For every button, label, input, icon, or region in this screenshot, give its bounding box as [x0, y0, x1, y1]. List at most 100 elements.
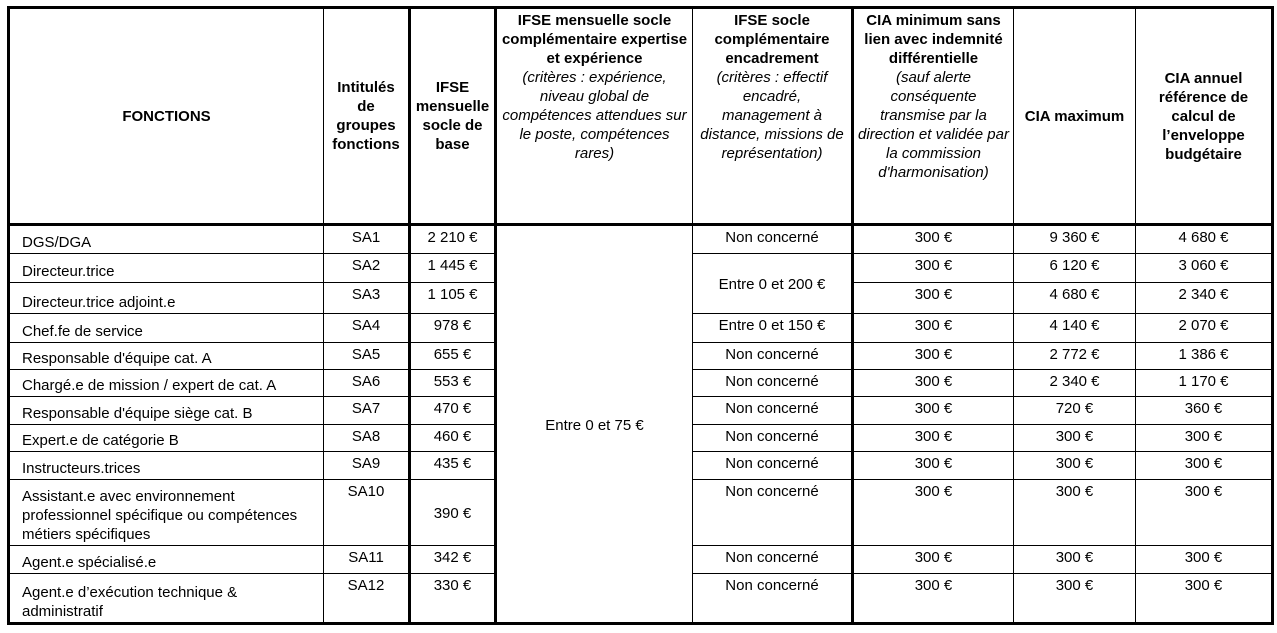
- table-row: Directeur.trice adjoint.e SA3 1 105 € 300 €…: [8, 282, 1273, 314]
- header-title: IFSE mensuelle socle de base: [415, 79, 490, 153]
- header-ifse-encadrement: IFSE socle complémentaire encadrement (cr…: [692, 7, 854, 226]
- cell-groupe: SA3: [323, 282, 410, 314]
- cell-cia-max: 300 €: [1013, 451, 1136, 480]
- cell-groupe: SA11: [323, 545, 410, 574]
- cell-ifse-encadrement: Non concerné: [692, 573, 854, 624]
- cell-cia-ref: 2 070 €: [1135, 313, 1273, 343]
- cell-cia-ref: 4 680 €: [1135, 224, 1273, 254]
- cell-fonction: Directeur.trice: [8, 253, 324, 283]
- table-row: Agent.e spécialisé.e SA11 342 € Non concern…: [8, 545, 1273, 574]
- cell-ifse-encadrement: Entre 0 et 150 €: [692, 313, 854, 343]
- ifse-cia-table: FONCTIONS Intitulés de groupes fonctions…: [7, 6, 1274, 625]
- header-title: Intitulés de groupes fonctions: [332, 79, 400, 153]
- header-row: FONCTIONS Intitulés de groupes fonctions…: [8, 7, 1273, 226]
- cell-cia-ref: 360 €: [1135, 396, 1273, 425]
- header-note: (sauf alerte conséquente transmise par l…: [858, 69, 1009, 181]
- header-note: (critères : effectif encadré, management…: [700, 69, 844, 162]
- cell-ifse-base: 330 €: [408, 573, 497, 624]
- cell-groupe: SA8: [323, 424, 410, 452]
- table-row: Responsable d'équipe cat. A SA5 655 € Non c…: [8, 342, 1273, 370]
- cell-fonction: Assistant.e avec environnement professio…: [8, 479, 324, 546]
- cell-groupe: SA6: [323, 369, 410, 397]
- cell-ifse-encadrement: Non concerné: [692, 369, 854, 397]
- cell-fonction: Responsable d'équipe cat. A: [8, 342, 324, 370]
- cell-ifse-encadrement: Non concerné: [692, 545, 854, 574]
- cell-cia-max: 300 €: [1013, 424, 1136, 452]
- cell-groupe: SA10: [323, 479, 410, 546]
- cell-cia-max: 300 €: [1013, 479, 1136, 546]
- cell-ifse-encadrement: Non concerné: [692, 396, 854, 425]
- cell-ifse-expertise: Entre 0 et 75 €: [495, 224, 693, 624]
- cell-ifse-encadrement: Non concerné: [692, 451, 854, 480]
- cell-ifse-base: 470 €: [408, 396, 497, 425]
- header-groupes: Intitulés de groupes fonctions: [323, 7, 410, 226]
- cell-cia-ref: 300 €: [1135, 573, 1273, 624]
- cell-ifse-encadrement: Entre 0 et 200 €: [692, 253, 854, 314]
- cell-groupe: SA4: [323, 313, 410, 343]
- cell-groupe: SA1: [323, 224, 410, 254]
- cell-cia-max: 2 340 €: [1013, 369, 1136, 397]
- cell-groupe: SA5: [323, 342, 410, 370]
- cell-cia-min: 300 €: [852, 342, 1014, 370]
- cell-groupe: SA12: [323, 573, 410, 624]
- table-row: Chef.fe de service SA4 978 € Entre 0 et 150…: [8, 313, 1273, 343]
- table-row: Expert.e de catégorie B SA8 460 € Non conce…: [8, 424, 1273, 452]
- cell-fonction: Chef.fe de service: [8, 313, 324, 343]
- table-row: Chargé.e de mission / expert de cat. A SA…: [8, 369, 1273, 397]
- cell-ifse-base: 460 €: [408, 424, 497, 452]
- cell-ifse-encadrement: Non concerné: [692, 224, 854, 254]
- header-title: CIA annuel référence de calcul de l’enve…: [1158, 69, 1249, 163]
- header-cia-max: CIA maximum: [1013, 7, 1136, 226]
- table-row: Agent.e d’exécution technique & administ…: [8, 573, 1273, 624]
- cell-cia-min: 300 €: [852, 573, 1014, 624]
- cell-ifse-base: 655 €: [408, 342, 497, 370]
- cell-cia-ref: 2 340 €: [1135, 282, 1273, 314]
- header-title: IFSE mensuelle socle complémentaire expe…: [501, 12, 688, 67]
- header-title: IFSE socle complémentaire encadrement: [714, 12, 830, 67]
- cell-ifse-encadrement: Non concerné: [692, 479, 854, 546]
- cell-fonction: Instructeurs.trices: [8, 451, 324, 480]
- header-title: CIA maximum: [1024, 107, 1125, 125]
- cell-fonction: Directeur.trice adjoint.e: [8, 282, 324, 314]
- cell-cia-min: 300 €: [852, 282, 1014, 314]
- cell-groupe: SA7: [323, 396, 410, 425]
- cell-cia-ref: 300 €: [1135, 545, 1273, 574]
- table-body: DGS/DGA SA1 2 210 € Entre 0 et 75 € Non conc…: [8, 224, 1273, 624]
- header-fonctions: FONCTIONS: [8, 7, 324, 226]
- cell-cia-min: 300 €: [852, 369, 1014, 397]
- cell-cia-min: 300 €: [852, 479, 1014, 546]
- cell-fonction: Responsable d'équipe siège cat. B: [8, 396, 324, 425]
- cell-cia-ref: 1 170 €: [1135, 369, 1273, 397]
- cell-cia-min: 300 €: [852, 253, 1014, 283]
- cell-cia-max: 720 €: [1013, 396, 1136, 425]
- cell-ifse-base: 1 445 €: [408, 253, 497, 283]
- table-row: Assistant.e avec environnement professio…: [8, 479, 1273, 546]
- cell-cia-ref: 3 060 €: [1135, 253, 1273, 283]
- cell-cia-max: 9 360 €: [1013, 224, 1136, 254]
- cell-cia-min: 300 €: [852, 313, 1014, 343]
- cell-fonction: DGS/DGA: [8, 224, 324, 254]
- cell-ifse-base: 978 €: [408, 313, 497, 343]
- cell-ifse-base: 2 210 €: [408, 224, 497, 254]
- table-row: Directeur.trice SA2 1 445 € Entre 0 et 200 …: [8, 253, 1273, 314]
- cell-cia-ref: 300 €: [1135, 451, 1273, 480]
- cell-ifse-encadrement: Non concerné: [692, 424, 854, 452]
- cell-cia-min: 300 €: [852, 451, 1014, 480]
- header-note: (critères : expérience, niveau global de…: [502, 69, 687, 162]
- cell-cia-ref: 1 386 €: [1135, 342, 1273, 370]
- cell-fonction: Chargé.e de mission / expert de cat. A: [8, 369, 324, 397]
- header-title: CIA minimum sans lien avec indemnité dif…: [864, 12, 1003, 67]
- header-title: FONCTIONS: [122, 107, 211, 125]
- cell-cia-ref: 300 €: [1135, 479, 1273, 546]
- cell-cia-min: 300 €: [852, 545, 1014, 574]
- cell-groupe: SA2: [323, 253, 410, 283]
- cell-ifse-base: 342 €: [408, 545, 497, 574]
- cell-cia-max: 4 140 €: [1013, 313, 1136, 343]
- header-cia-ref: CIA annuel référence de calcul de l’enve…: [1135, 7, 1273, 226]
- cell-ifse-base: 1 105 €: [408, 282, 497, 314]
- cell-cia-max: 4 680 €: [1013, 282, 1136, 314]
- cell-cia-max: 300 €: [1013, 573, 1136, 624]
- cell-ifse-base: 435 €: [408, 451, 497, 480]
- cell-cia-ref: 300 €: [1135, 424, 1273, 452]
- cell-fonction: Agent.e d’exécution technique & administ…: [8, 573, 324, 624]
